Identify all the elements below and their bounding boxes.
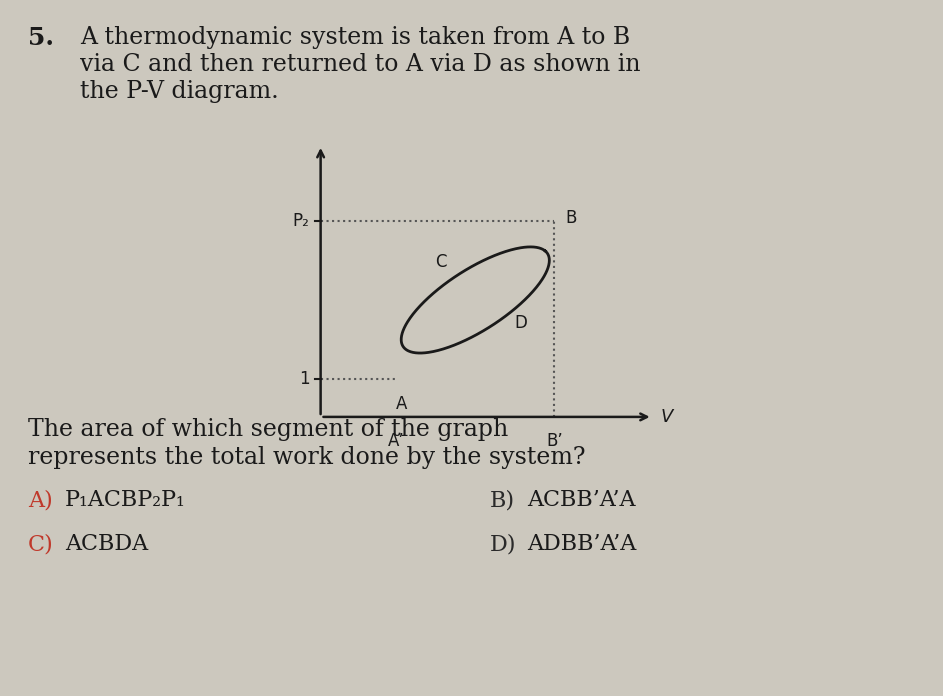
Text: C: C [436,253,447,271]
Text: D): D) [490,533,517,555]
Text: P₁ACBP₂P₁: P₁ACBP₂P₁ [65,489,186,511]
Text: A’: A’ [388,432,405,450]
Text: A: A [396,395,407,413]
Text: 5.: 5. [28,26,54,50]
Text: the P-V diagram.: the P-V diagram. [80,80,279,103]
Text: 1: 1 [299,370,309,388]
Text: ACBB’A’A: ACBB’A’A [527,489,636,511]
Text: V: V [660,408,672,426]
Text: C): C) [28,533,54,555]
Text: P₂: P₂ [292,212,309,230]
Text: B): B) [490,489,515,511]
Text: via C and then returned to A via D as shown in: via C and then returned to A via D as sh… [80,53,640,76]
Text: ADBB’A’A: ADBB’A’A [527,533,637,555]
Text: ACBDA: ACBDA [65,533,148,555]
Text: B’: B’ [546,432,563,450]
Text: A): A) [28,489,53,511]
Text: A thermodynamic system is taken from A to B: A thermodynamic system is taken from A t… [80,26,630,49]
Text: D: D [514,315,527,333]
Text: B: B [566,209,577,227]
Text: represents the total work done by the system?: represents the total work done by the sy… [28,446,586,469]
Text: The area of which segment of the graph: The area of which segment of the graph [28,418,508,441]
